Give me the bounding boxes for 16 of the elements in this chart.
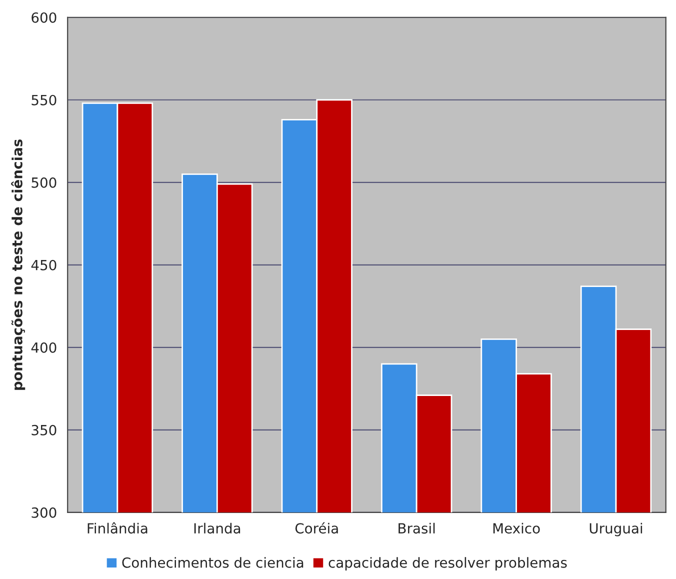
x-tick-label: Finlândia (88, 522, 148, 534)
x-tick-label: Brasil (398, 522, 435, 534)
y-tick-label: 300 (32, 507, 56, 518)
x-tick-label: Mexico (493, 522, 540, 534)
y-tick-label: 350 (32, 424, 56, 436)
legend-label: Conhecimentos de ciencia (122, 557, 304, 568)
legend-label: capacidade de resolver problemas (328, 557, 567, 571)
y-tick-label: 450 (31, 260, 56, 270)
x-tick-label: Coréia (295, 522, 338, 534)
y-tick-label: 500 (32, 177, 56, 188)
y-tick-label: 400 (31, 342, 56, 353)
x-tick-label: Uruguai (590, 522, 642, 536)
y-tick-label: 600 (32, 12, 56, 23)
y-tick-label: 550 (32, 94, 56, 106)
y-axis-title: pontuações no teste de ciências (11, 139, 26, 390)
x-tick-label: Irlanda (194, 522, 240, 534)
